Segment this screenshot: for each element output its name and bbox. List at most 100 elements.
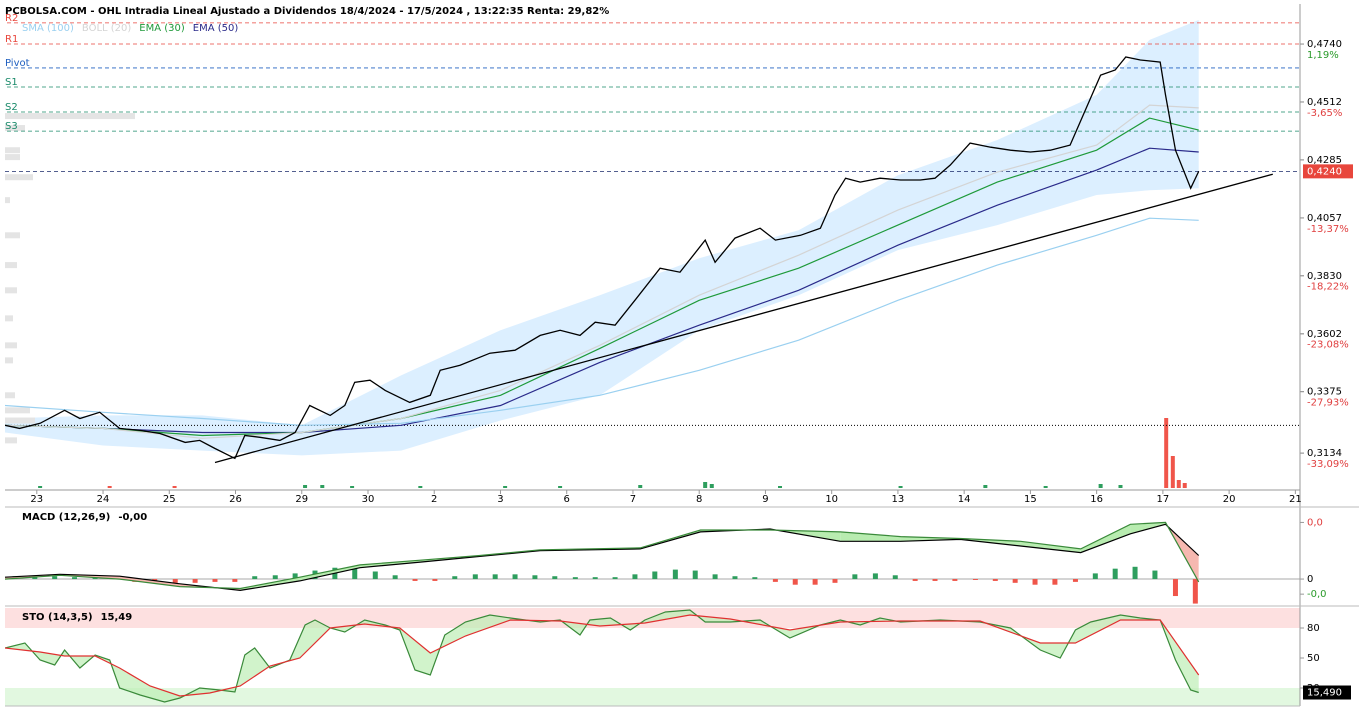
histogram-bar [432, 579, 438, 581]
histogram-bar [612, 577, 618, 580]
volume-bar [303, 485, 308, 488]
y2-tick-label: -27,93% [1307, 398, 1349, 409]
legend-entry: EMA (50) [193, 23, 239, 34]
volume-profile-bar [5, 287, 17, 294]
pivot-label: R2 [5, 13, 18, 24]
y-tick-label: 0,4057 [1307, 213, 1342, 224]
y-tick-label: 0,4285 [1307, 155, 1342, 166]
y-tick-label: 80 [1307, 623, 1320, 634]
volume-profile-bar [5, 417, 35, 424]
sto-value-box [1303, 685, 1351, 700]
histogram-bar [792, 579, 798, 585]
sto-current: 15,49 [101, 612, 133, 623]
volume-profile-bar [5, 342, 17, 349]
volume-bar [503, 486, 508, 488]
volume-profile-bar [5, 113, 135, 120]
histogram-bar [692, 570, 698, 580]
x-tick-label: 20 [1223, 494, 1236, 505]
x-tick-label: 6 [564, 494, 570, 505]
volume-bar [418, 486, 423, 488]
histogram-bar [1052, 579, 1058, 585]
histogram-bar [972, 579, 978, 580]
histogram-bar [852, 574, 858, 580]
volume-bar [172, 486, 177, 488]
histogram-bar [932, 579, 938, 581]
x-tick-label: 23 [30, 494, 43, 505]
histogram-bar [412, 579, 418, 581]
legend-entry: BOLL (20) [82, 23, 132, 34]
price-line [5, 56, 1200, 460]
y-tick-label: 50 [1307, 653, 1320, 664]
histogram-bar [252, 576, 258, 580]
volume-bar [1043, 486, 1048, 488]
macd-fill [299, 564, 361, 581]
volume-profile-bar [5, 174, 33, 181]
macd-line [5, 521, 1200, 590]
histogram-bar [192, 579, 198, 583]
macd-label: MACD (12,26,9) [22, 512, 110, 523]
x-tick-label: 10 [825, 494, 838, 505]
legend-entry: SMA (100) [22, 23, 74, 34]
x-tick-label: 25 [163, 494, 176, 505]
volume-profile-bar [5, 147, 20, 154]
y2-tick-label: 1,19% [1307, 50, 1339, 61]
volume-profile-bar [5, 125, 25, 132]
bollinger-band [5, 20, 1199, 456]
histogram-bar [1072, 579, 1078, 582]
y-tick-label: 0,3375 [1307, 387, 1342, 398]
histogram-bar [272, 575, 278, 580]
y-tick-label: 0,4740 [1307, 39, 1342, 50]
histogram-bar [552, 576, 558, 580]
volume-profile-bar [5, 437, 17, 444]
y-tick-label: 0,3602 [1307, 329, 1342, 340]
volume-bar [558, 486, 563, 488]
sto-line [5, 609, 1199, 703]
y2-tick-label: -18,22% [1307, 282, 1349, 293]
last-price-box [1303, 164, 1353, 179]
y2-tick-label: -33,09% [1307, 459, 1349, 470]
histogram-bar [872, 573, 878, 580]
y-tick-label: 0,4512 [1307, 97, 1342, 108]
histogram-bar [212, 579, 218, 582]
x-tick-label: 2 [431, 494, 437, 505]
volume-bar [703, 482, 708, 488]
legend-entry: EMA (30) [139, 23, 185, 34]
macd-fill [1020, 541, 1081, 553]
macd-current: -0,00 [118, 512, 147, 523]
pivot-label: S1 [5, 77, 18, 88]
histogram-bar [512, 574, 518, 580]
volume-profile-bar [5, 315, 13, 322]
y-tick-label: 0,0 [1307, 517, 1323, 528]
histogram-bar [712, 574, 718, 580]
pivot-label: Pivot [5, 58, 30, 69]
volume-bar [1164, 418, 1169, 488]
histogram-bar [392, 575, 398, 580]
chart-title: PCBOLSA.COM - OHL Intradia Lineal Ajusta… [5, 6, 609, 17]
volume-bar [320, 485, 325, 488]
x-tick-label: 3 [497, 494, 503, 505]
histogram-bar [572, 577, 578, 580]
volume-bar [1170, 456, 1175, 488]
volume-bar [1182, 483, 1187, 488]
y-tick-label: 0,3830 [1307, 271, 1342, 282]
volume-bar [1118, 485, 1123, 488]
histogram-bar [1172, 579, 1178, 597]
y2-tick-label: -3,65% [1307, 108, 1342, 119]
histogram-bar [352, 568, 358, 580]
volume-bar [778, 486, 783, 488]
histogram-bar [592, 577, 598, 580]
histogram-bar [892, 575, 898, 580]
histogram-bar [1192, 579, 1198, 604]
histogram-bar [912, 579, 918, 581]
volume-bar [350, 486, 355, 488]
volume-bar [983, 485, 988, 488]
x-tick-label: 26 [229, 494, 242, 505]
indicator-line [5, 217, 1199, 426]
volume-profile-bar [5, 154, 20, 161]
histogram-bar [832, 579, 838, 583]
histogram-bar [992, 579, 998, 581]
y-tick-label: -0,0 [1307, 589, 1327, 600]
histogram-bar [1012, 579, 1018, 583]
pivot-label: S2 [5, 102, 18, 113]
